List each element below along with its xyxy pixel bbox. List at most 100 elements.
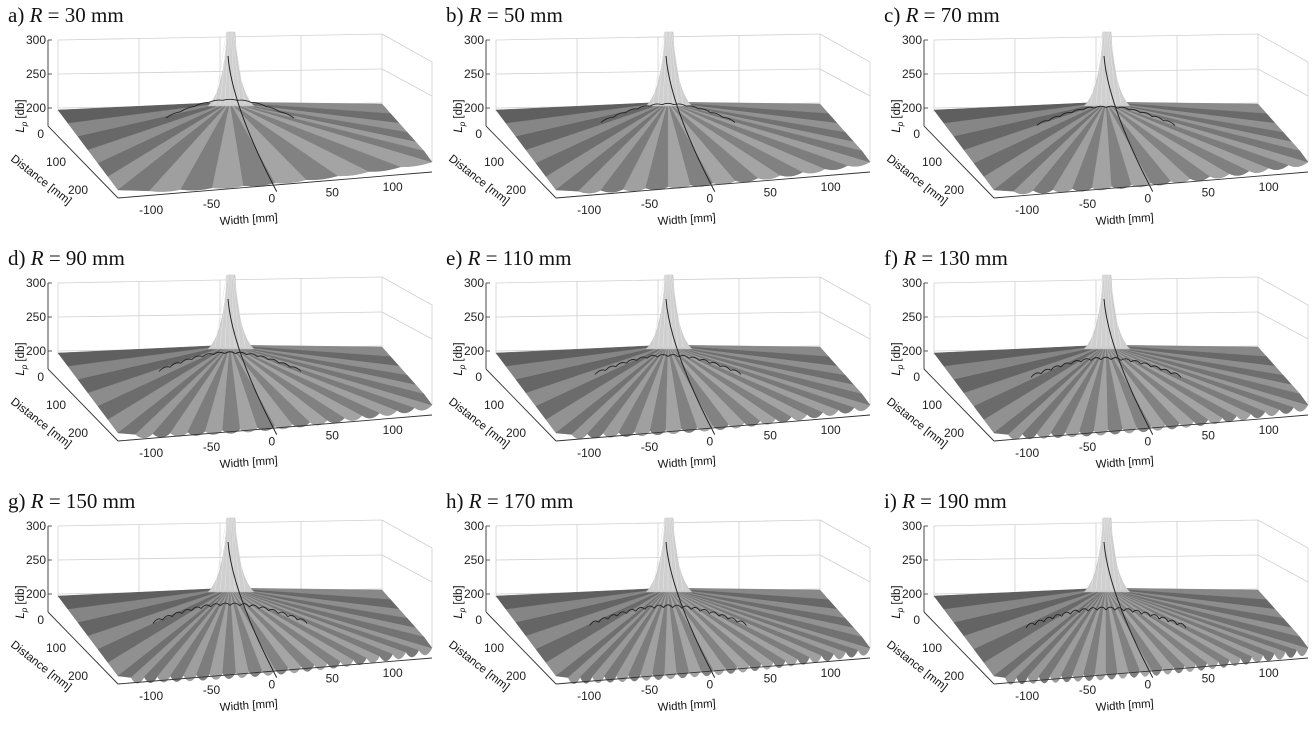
peak-streak [652,31,665,105]
chart-panel: d) R = 90 mm 300 250 200 0 100 200 -100 -50 0 50 10… [0,243,438,486]
width-tick-label: -100 [1015,689,1039,703]
z-axis-label: Lp [db] [15,585,29,618]
scallop-segment [688,356,700,361]
scallop-segment [265,105,281,113]
scallop-segment [672,604,683,609]
width-axis-line [117,171,433,199]
scallop-segment [277,611,289,617]
surface-mesh [495,274,871,439]
radius-value: 50 [503,3,525,27]
scallop-segment [710,112,724,118]
panel-title: f) R = 130 mm [884,245,1008,271]
scallop-segment [1040,368,1052,375]
peak-spike [645,517,693,593]
scallop-segment [667,354,679,358]
scallop-segment [152,618,163,624]
centre-line [1103,55,1154,192]
scallop-segment [1105,105,1118,109]
peak-streak [662,517,668,591]
z-tick-label: 300 [464,276,484,290]
z-label-subscript: p [896,607,905,613]
peak-streak [214,274,227,348]
width-tick-label: 0 [269,191,276,205]
scallop-segment [681,605,692,610]
peak-streak [1095,31,1104,105]
panel-letter: h) [446,489,464,513]
peak-streak [1095,274,1104,348]
radius-unit: mm [538,246,572,270]
scallop-segment [222,98,238,101]
z-tick-label: 300 [902,519,922,533]
scallop-segment [657,354,669,358]
equals-sign: = [923,3,936,27]
equals-sign: = [486,3,499,27]
width-tick-label: -50 [203,197,221,211]
width-tick-label: -50 [1079,683,1097,697]
z-tick-label: 200 [26,101,46,115]
panel-title: g) R = 150 mm [8,488,135,514]
z-label-subscript: p [20,121,29,127]
scallop-segment [246,353,258,358]
scallop-segment [636,356,648,361]
width-tick-label: 0 [707,677,714,691]
grid-line-side [819,554,871,583]
scallop-segment [616,611,627,617]
width-tick-label: 100 [1259,180,1279,194]
peak-streak [1090,31,1103,105]
side-wall-frame [1257,519,1309,648]
scallop-segment [625,359,637,364]
width-tick-label: 100 [383,666,403,680]
scallop-segment [1110,357,1122,361]
width-axis-line [993,657,1309,685]
scallop-segment [194,101,209,107]
r-symbol: R [30,489,44,513]
peak-streak [1100,517,1106,591]
scallop-segment [699,359,711,364]
z-label-symbol: L [891,612,903,618]
scallop-segment [646,355,658,359]
scallop-segment [1071,108,1084,114]
width-tick-label: 0 [269,434,276,448]
peak-streak [652,517,665,591]
scallop-segment [1140,362,1152,368]
scallop-segment [297,618,308,624]
equals-sign: = [921,246,934,270]
distance-tick-label: 100 [46,641,66,655]
distance-tick-label: 0 [913,370,920,384]
z-label-symbol: L [15,126,27,132]
scallop-segment [251,101,266,107]
z-label-unit: [db] [891,99,903,121]
scallop-segment [1123,608,1134,613]
peak-streak [233,31,246,105]
scallop-segment [1025,622,1036,629]
radius-value: 150 [65,489,98,513]
grid-line-side [819,68,871,97]
grid-line-side [819,311,871,340]
panel-letter: a) [8,3,25,27]
panel-letter: b) [446,3,464,27]
width-tick-label: 50 [326,429,340,443]
scallop-segment [279,362,291,368]
radius-unit: mm [92,246,125,270]
peak-spike [207,31,255,107]
peak-streak [214,31,227,105]
width-tick-label: 100 [383,180,403,194]
z-axis-label: Lp [db] [453,585,467,618]
panel-title: d) R = 90 mm [8,245,125,271]
z-tick-label: 200 [26,344,46,358]
distance-axis-line [485,125,557,199]
surface-mesh [933,517,1309,685]
chart-panel: c) R = 70 mm 300 250 200 0 100 200 -100 -50 0 50 10… [876,0,1314,243]
peak-streak [233,274,246,348]
scallop-segment [1150,614,1160,620]
scallop-segment [1167,619,1178,626]
surface-mesh [57,31,433,192]
scallop-segment [686,105,699,110]
surface-strip [229,101,391,114]
scallop-segment [1141,611,1151,617]
